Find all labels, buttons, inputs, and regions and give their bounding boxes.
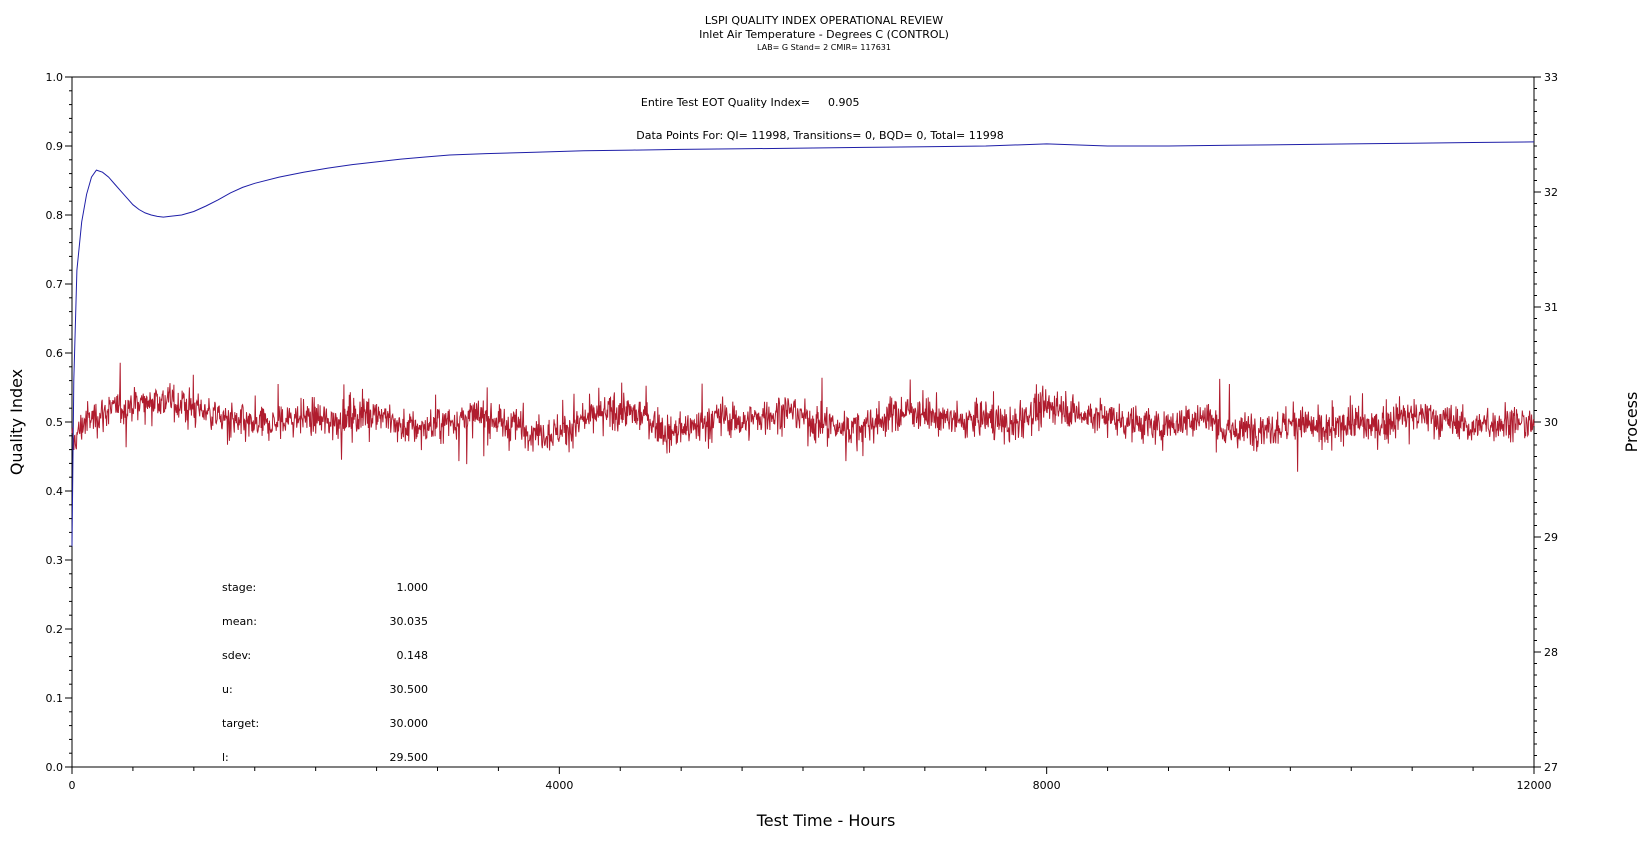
stat-label: sdev: bbox=[222, 649, 251, 662]
y2-tick-label: 30 bbox=[1544, 416, 1558, 429]
x-tick-label: 12000 bbox=[1517, 779, 1552, 792]
stat-value: 30.035 bbox=[390, 615, 429, 628]
y-tick-label: 0.0 bbox=[46, 761, 64, 774]
y2-tick-label: 33 bbox=[1544, 71, 1558, 84]
chart-subtitle: Inlet Air Temperature - Degrees C (CONTR… bbox=[699, 28, 949, 41]
stats-block: stage: 1.000 mean: 30.035 sdev: 0.148 u: 30.500… bbox=[222, 581, 428, 764]
stat-value: 1.000 bbox=[397, 581, 429, 594]
y-tick-label: 0.2 bbox=[46, 623, 64, 636]
stat-label: target: bbox=[222, 717, 259, 730]
stat-label: l: bbox=[222, 751, 229, 764]
eot-quality-label: Entire Test EOT Quality Index= bbox=[641, 96, 810, 109]
x-axis-label: Test Time - Hours bbox=[756, 811, 896, 830]
quality-index-series-line bbox=[71, 141, 1535, 547]
stat-value: 29.500 bbox=[390, 751, 429, 764]
right-axis: 27 28 29 30 31 32 33 bbox=[1534, 71, 1558, 774]
chart-subtitle-ids: LAB= G Stand= 2 CMIR= 117631 bbox=[757, 43, 891, 52]
y-tick-label: 0.9 bbox=[46, 140, 64, 153]
y-tick-label: 0.6 bbox=[46, 347, 64, 360]
y2-tick-label: 27 bbox=[1544, 761, 1558, 774]
stat-value: 0.148 bbox=[397, 649, 429, 662]
x-tick-label: 8000 bbox=[1033, 779, 1061, 792]
stat-label: stage: bbox=[222, 581, 256, 594]
y2-tick-label: 32 bbox=[1544, 186, 1558, 199]
eot-quality-value: 0.905 bbox=[828, 96, 860, 109]
y2-tick-label: 29 bbox=[1544, 531, 1558, 544]
y-tick-label: 1.0 bbox=[46, 71, 64, 84]
y-axis-label: Quality Index bbox=[7, 369, 26, 475]
x-tick-label: 4000 bbox=[545, 779, 573, 792]
x-tick-label: 0 bbox=[69, 779, 76, 792]
y-tick-label: 0.5 bbox=[46, 416, 64, 429]
y2-tick-label: 31 bbox=[1544, 301, 1558, 314]
left-axis: 0.0 0.1 0.2 0.3 0.4 0.5 0.6 0.7 0.8 0.9 1.0 bbox=[46, 71, 72, 774]
y2-tick-label: 28 bbox=[1544, 646, 1558, 659]
y2-axis-label: Process bbox=[1622, 392, 1641, 453]
series-layer bbox=[71, 141, 1535, 547]
stat-value: 30.500 bbox=[390, 683, 429, 696]
stat-value: 30.000 bbox=[390, 717, 429, 730]
data-points-summary: Data Points For: QI= 11998, Transitions=… bbox=[636, 129, 1004, 142]
x-axis: 0 4000 8000 12000 bbox=[69, 767, 1552, 792]
stat-label: u: bbox=[222, 683, 233, 696]
stat-label: mean: bbox=[222, 615, 257, 628]
y-tick-label: 0.8 bbox=[46, 209, 64, 222]
y-tick-label: 0.3 bbox=[46, 554, 64, 567]
y-tick-label: 0.4 bbox=[46, 485, 64, 498]
process-series-line bbox=[71, 362, 1535, 472]
chart-title: LSPI QUALITY INDEX OPERATIONAL REVIEW bbox=[704, 14, 944, 27]
y-tick-label: 0.1 bbox=[46, 692, 64, 705]
y-tick-label: 0.7 bbox=[46, 278, 64, 291]
